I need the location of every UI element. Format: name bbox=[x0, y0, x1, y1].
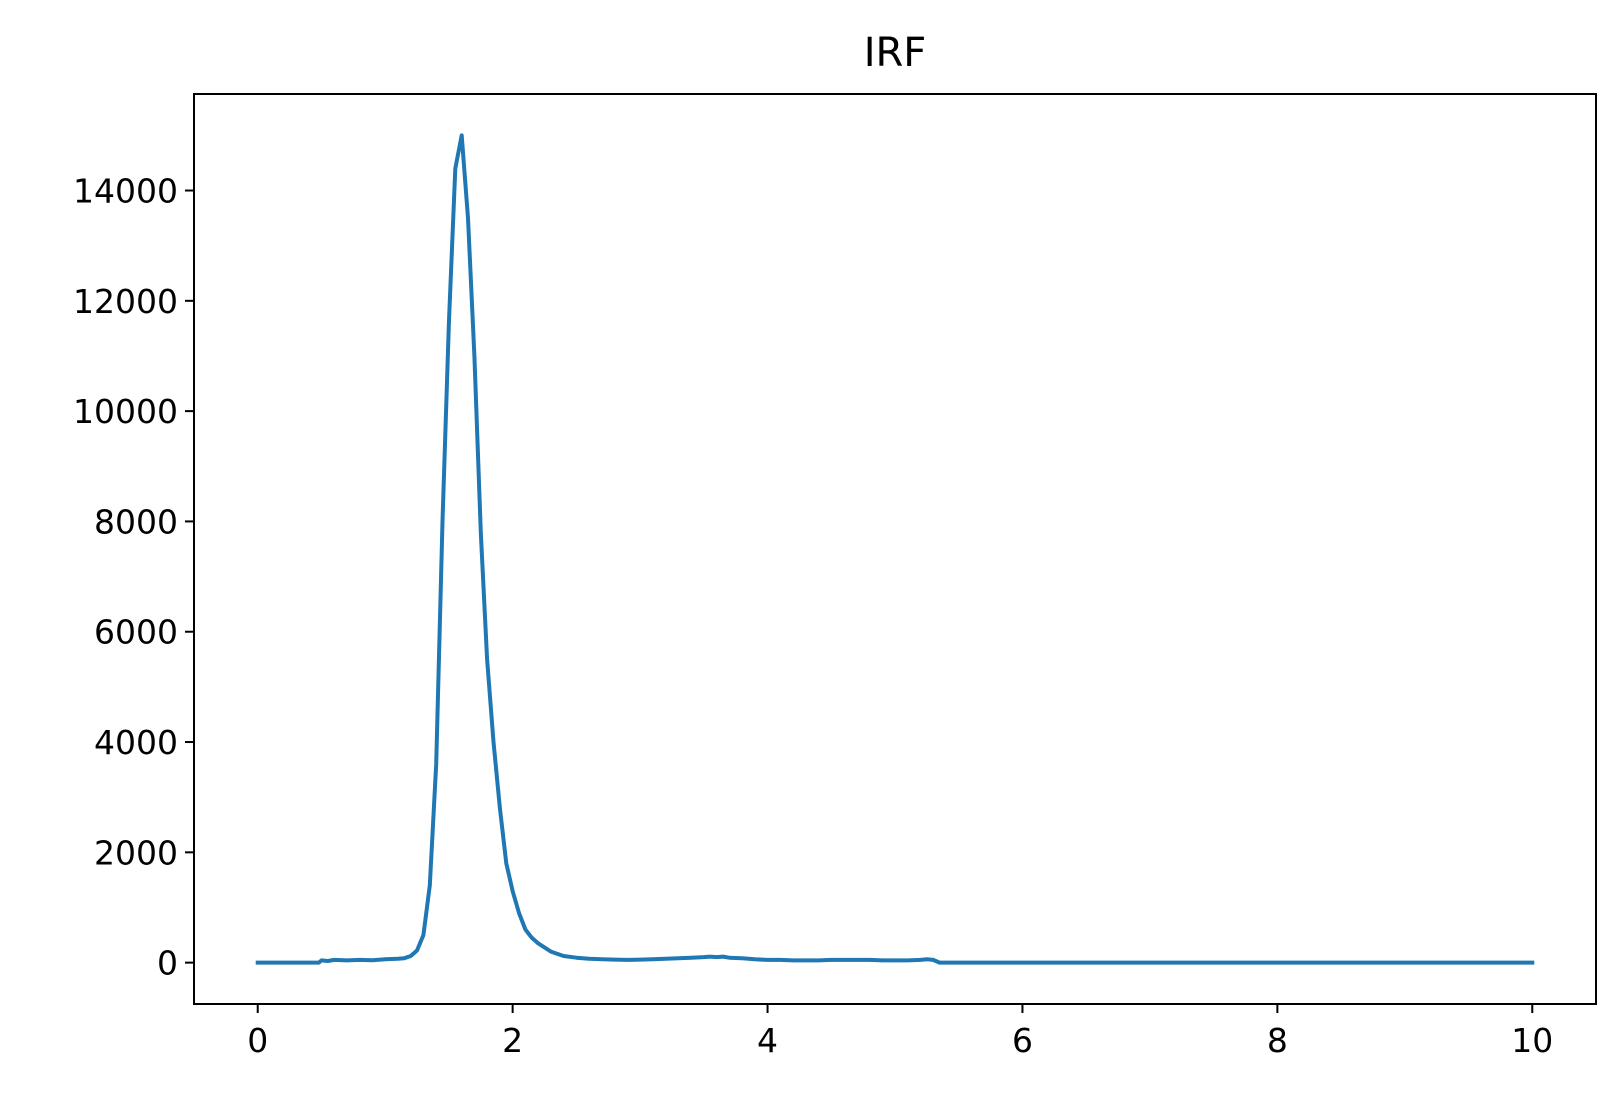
y-tick-label: 10000 bbox=[73, 392, 178, 431]
x-axis: 0 2 4 6 8 10 bbox=[247, 1004, 1553, 1060]
y-tick-label: 14000 bbox=[73, 172, 178, 211]
x-tick-label: 10 bbox=[1511, 1021, 1553, 1060]
y-tick-label: 12000 bbox=[73, 282, 178, 321]
y-axis: 0 2000 4000 6000 8000 10000 12000 14000 bbox=[73, 172, 194, 983]
x-tick-label: 2 bbox=[502, 1021, 523, 1060]
y-tick-label: 2000 bbox=[94, 833, 178, 872]
x-tick-label: 8 bbox=[1267, 1021, 1288, 1060]
plot-area-frame bbox=[193, 93, 1597, 1005]
y-tick-label: 6000 bbox=[94, 613, 178, 652]
x-tick-label: 6 bbox=[1012, 1021, 1033, 1060]
x-tick-label: 0 bbox=[247, 1021, 268, 1060]
y-tick-label: 4000 bbox=[94, 723, 178, 762]
series-line bbox=[255, 133, 1535, 965]
y-tick-label: 8000 bbox=[94, 502, 178, 541]
x-tick-label: 4 bbox=[757, 1021, 778, 1060]
chart-title: IRF bbox=[864, 30, 927, 76]
y-tick-label: 0 bbox=[157, 944, 178, 983]
series-layer bbox=[255, 133, 1535, 965]
